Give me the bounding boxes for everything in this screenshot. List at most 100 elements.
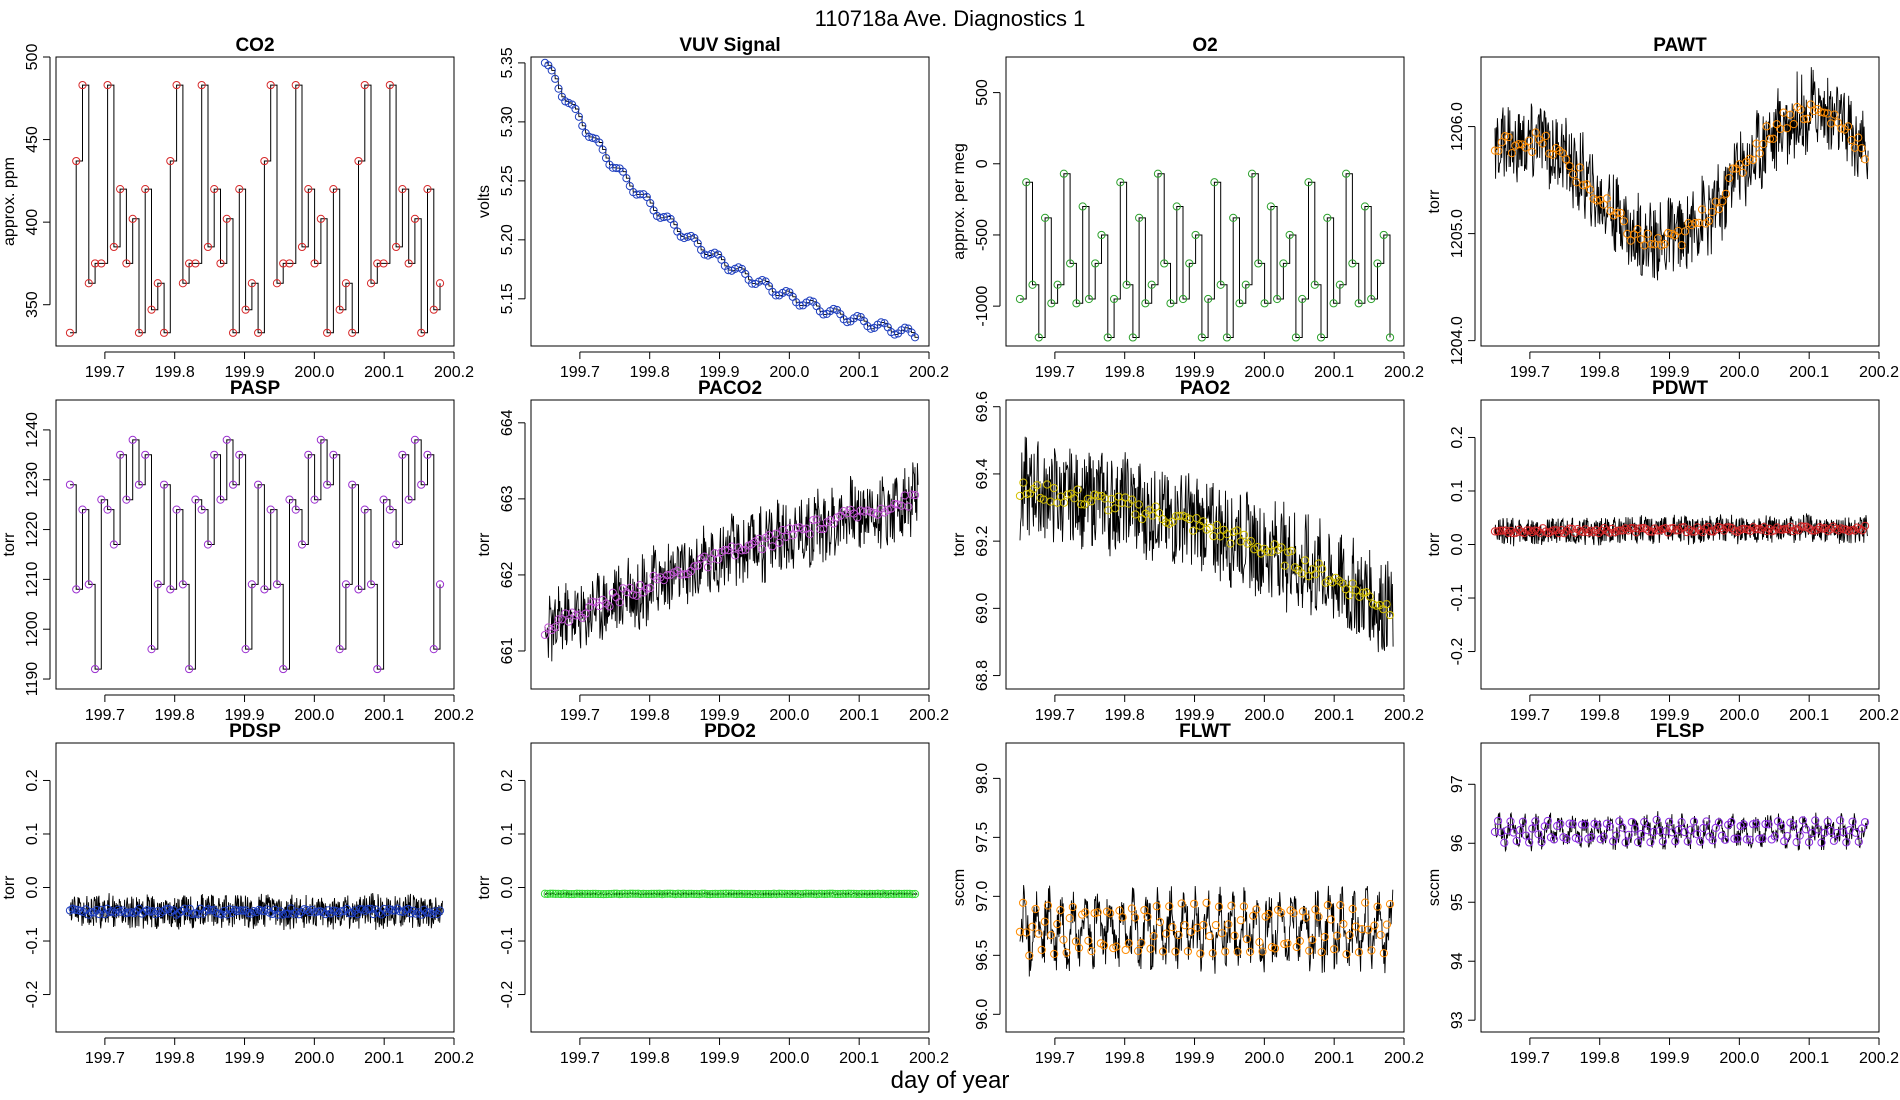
data-point [316,435,325,444]
data-point [708,889,717,899]
data-point [1552,526,1561,535]
x-tick-label: 200.0 [294,1050,334,1067]
panel-title: O2 [1192,35,1217,56]
data-point [815,524,825,534]
data-point [1623,526,1633,535]
data-point [540,889,550,898]
y-tick-label: 1200 [24,611,41,647]
x-tick-label: 200.0 [1719,707,1759,724]
data-point [1602,194,1612,203]
data-point [727,889,736,898]
data-point [254,328,263,337]
data-point [1599,832,1608,841]
data-point [302,905,312,915]
chart-panel-vuv-signal: VUV Signal volts 199.7 199.8 199.9 200.0 200.1… [476,35,949,381]
series-line-raw [70,84,441,334]
data-point [1525,526,1534,535]
data-point [390,906,399,915]
data-point [910,889,920,899]
data-point [147,305,156,314]
y-tick-label: 5.15 [499,283,516,314]
x-tick-label: 199.7 [1510,1050,1550,1067]
x-tick-label: 200.0 [769,1050,809,1067]
data-point [669,220,679,229]
data-point [1602,526,1611,535]
data-point [1640,817,1649,827]
series-line-raw [1494,67,1869,281]
data-point [252,908,261,917]
data-point [1690,527,1699,536]
data-point [1655,826,1664,835]
x-tick-label: 199.8 [1105,1050,1145,1067]
plot-frame [1480,56,1880,347]
y-tick-label: -0.1 [24,927,41,955]
data-point [1022,489,1031,499]
data-point [203,540,213,549]
data-point [203,242,213,252]
data-point [1053,280,1062,289]
chart-panel-pdo2: PDO2 torr 199.7 199.8 199.9 200.0 200.1 200.2 -0… [476,721,949,1067]
data-point [1284,548,1293,557]
data-point [812,890,821,899]
data-point [679,889,688,898]
data-point [841,889,850,899]
data-point [612,889,621,898]
data-point [159,328,169,337]
x-tick-label: 199.7 [560,364,600,381]
data-point [1247,169,1257,178]
y-tick-label: -0.2 [24,981,41,1009]
x-tick-label: 199.8 [1580,707,1620,724]
data-point [843,318,852,327]
data-point [178,279,187,288]
data-point [783,889,792,899]
data-point [1345,591,1354,600]
data-point [1850,526,1859,535]
data-point [805,296,814,305]
data-point [1106,909,1115,918]
x-tick-label: 199.9 [1175,1050,1215,1067]
series-line-raw [544,462,919,662]
data-point [379,259,388,268]
data-point [348,328,357,337]
data-point [72,156,81,166]
data-point [1762,527,1771,536]
data-point [1677,523,1686,532]
y-tick-label: 661 [499,638,516,665]
data-point [868,889,877,899]
data-point [1739,820,1748,829]
x-tick-label: 199.8 [155,1050,195,1067]
data-point [829,519,838,528]
data-point [1336,901,1345,910]
data-point [1335,280,1344,289]
data-point [335,645,344,654]
data-point [1653,234,1663,243]
data-point [820,889,829,899]
data-point [291,505,300,514]
data-point [703,889,712,899]
data-point [711,889,720,898]
data-point [1348,259,1357,268]
data-point [97,905,107,915]
chart-panel-flsp: FLSP sccm 199.7 199.8 199.9 200.0 200.1 200.2 93… [1426,721,1899,1067]
data-point [222,910,232,919]
y-tick-label: 97.0 [974,881,991,912]
data-point [625,583,634,592]
figure-main-title: 110718a Ave. Diagnostics 1 [815,6,1086,31]
data-point [886,889,896,898]
plot-frame [55,742,455,1033]
data-point [266,505,275,514]
data-point [809,889,818,898]
data-point [379,495,388,504]
data-point [1221,947,1230,956]
data-point [1642,525,1651,534]
data-point [831,889,840,899]
data-point [1717,524,1726,533]
data-point [254,480,263,489]
data-point [1497,828,1506,837]
data-point [201,906,210,916]
data-point [1727,817,1736,827]
data-point [829,304,838,314]
panels-grid: CO2 approx. ppm 199.7 199.8 199.9 200.0 200.1 2… [1,35,1899,1067]
data-point [1626,236,1635,245]
data-point [1548,150,1557,159]
